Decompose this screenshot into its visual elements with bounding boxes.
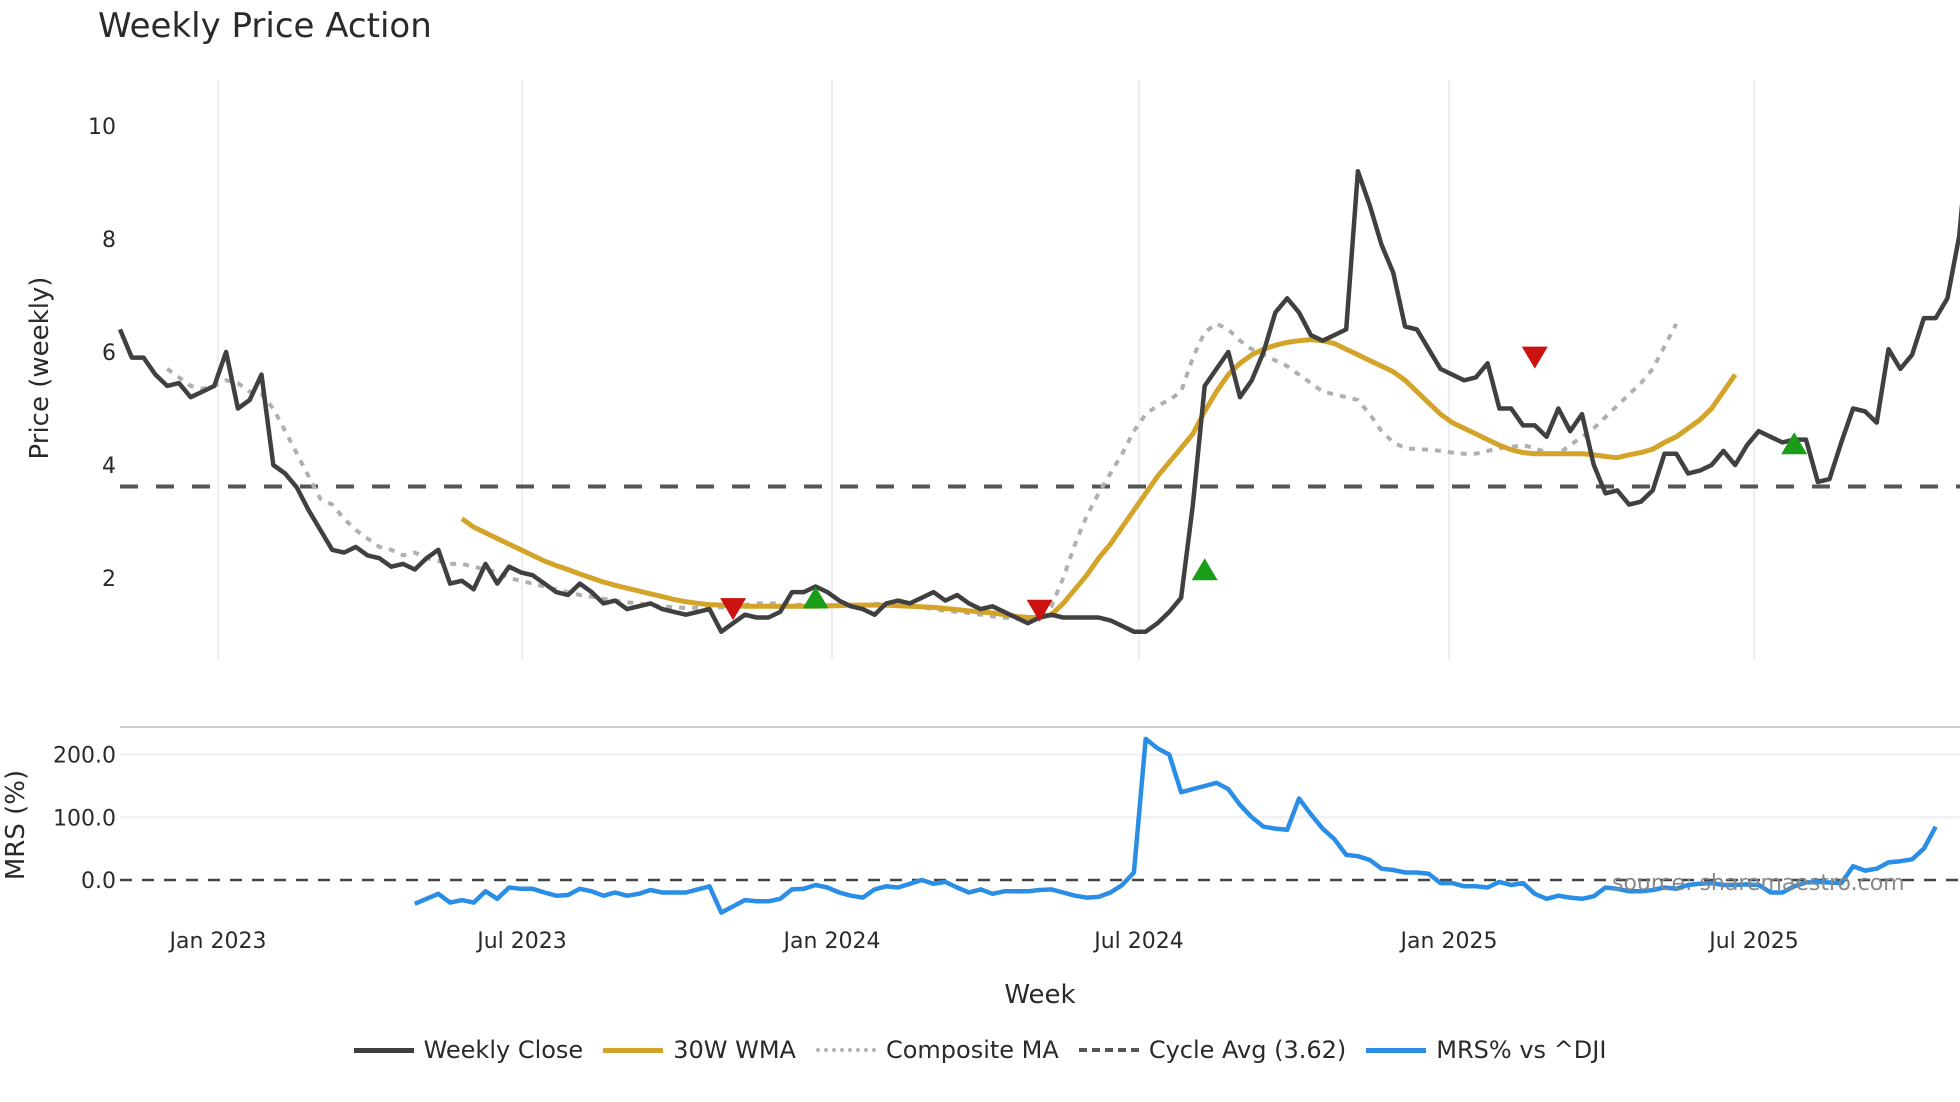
legend-item-close[interactable]: Weekly Close [353,1036,584,1064]
x-tick-label: Jan 2025 [1399,929,1498,954]
price-y-axis-ticks: 2 4 6 8 10 [88,115,116,592]
gridlines [120,80,1960,819]
y-tick-label: 10 [88,115,116,140]
legend-swatch-icon [1078,1048,1139,1052]
legend-swatch-icon [353,1047,414,1053]
sell-signal-down-triangle-icon [1026,599,1053,622]
signal-markers [720,346,1808,622]
legend-label: Cycle Avg (3.62) [1148,1036,1347,1064]
legend-item-composite[interactable]: Composite MA [815,1036,1059,1064]
y-tick-label: 8 [102,228,116,253]
wma-30w-line [460,337,1738,620]
y-tick-label: 6 [102,341,116,366]
series-lines [117,168,1960,915]
buy-signal-up-triangle-icon [802,586,829,609]
x-tick-label: Jul 2023 [475,929,567,954]
x-axis-ticks: Jan 2023 Jul 2023 Jan 2024 Jul 2024 Jan 2025… [168,929,1799,954]
sell-signal-down-triangle-icon [720,598,747,621]
buy-signal-up-triangle-icon [1781,432,1808,455]
mrs-y-axis-ticks: 0.0 100.0 200.0 [53,744,116,894]
x-axis-title: Week [1004,980,1075,1010]
sell-signal-down-triangle-icon [1521,346,1548,369]
legend-swatch-icon [603,1047,664,1053]
legend-label: Weekly Close [423,1036,584,1064]
legend-item-mrs[interactable]: MRS% vs ^DJI [1366,1036,1606,1064]
legend-label: Composite MA [885,1036,1059,1064]
composite-ma-line [166,321,1679,621]
legend-swatch-icon [815,1048,876,1052]
buy-signal-up-triangle-icon [1191,558,1218,581]
chart-title: Weekly Price Action [98,6,432,46]
y-tick-label: 2 [102,567,116,592]
legend-item-cycle[interactable]: Cycle Avg (3.62) [1078,1036,1347,1064]
mrs-tick-label: 0.0 [81,869,116,894]
mrs-line [413,736,1938,915]
weekly-close-line [117,168,1960,634]
x-tick-label: Jan 2024 [782,929,881,954]
x-tick-label: Jan 2023 [168,929,267,954]
legend-swatch-icon [1366,1047,1427,1053]
x-tick-label: Jul 2025 [1707,929,1799,954]
source-watermark: source: sharemaestro.com [1612,871,1905,896]
x-tick-label: Jul 2024 [1092,929,1184,954]
price-y-axis-title: Price (weekly) [25,277,55,460]
mrs-tick-label: 100.0 [53,806,116,831]
legend-label: 30W WMA [673,1036,796,1064]
y-tick-label: 4 [102,454,116,479]
legend-label: MRS% vs ^DJI [1436,1036,1607,1064]
legend: Weekly Close 30W WMA Composite MA Cycle Avg… [0,1036,1960,1064]
mrs-y-axis-title: MRS (%) [1,770,31,880]
legend-item-wma[interactable]: 30W WMA [603,1036,796,1064]
mrs-tick-label: 200.0 [53,744,116,769]
